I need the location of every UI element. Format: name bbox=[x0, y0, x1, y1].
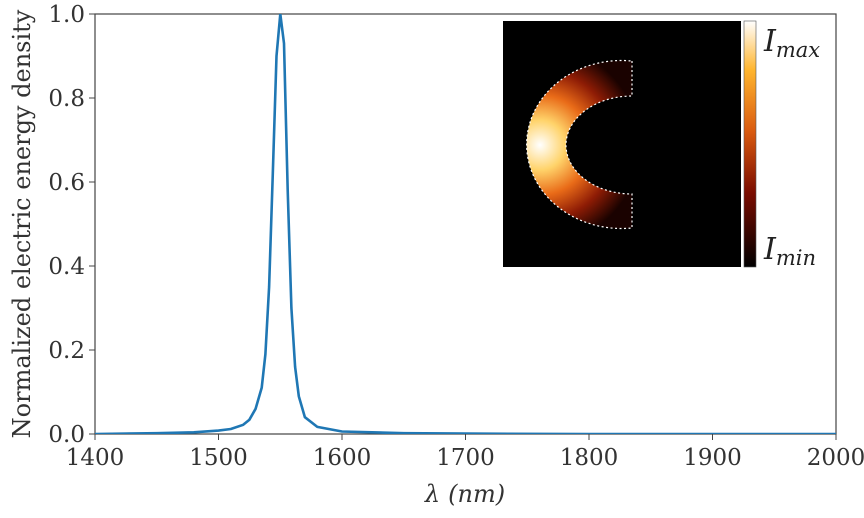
y-tick-label: 1.0 bbox=[48, 2, 85, 28]
x-axis-label: λ (nm) bbox=[424, 480, 505, 508]
x-tick-label: 1700 bbox=[436, 445, 495, 471]
inset-ring bbox=[526, 59, 633, 230]
x-tick-label: 2000 bbox=[807, 445, 864, 471]
y-tick-label: 0.8 bbox=[48, 86, 85, 112]
y-tick-label: 0.4 bbox=[48, 254, 85, 280]
x-tick-label: 1500 bbox=[189, 445, 248, 471]
x-axis-ticks: 1400 1500 1600 1700 1800 1900 2000 bbox=[66, 434, 864, 471]
x-tick-label: 1400 bbox=[66, 445, 125, 471]
y-tick-label: 0.6 bbox=[48, 170, 85, 196]
x-tick-label: 1800 bbox=[560, 445, 619, 471]
y-tick-label: 0.2 bbox=[48, 338, 85, 364]
y-axis-label: Normalized electric energy density bbox=[8, 9, 36, 438]
x-tick-label: 1600 bbox=[313, 445, 372, 471]
colorbar-max-label: Imax bbox=[763, 24, 820, 62]
colorbar: Imax Imin bbox=[743, 20, 820, 270]
x-tick-label: 1900 bbox=[683, 445, 742, 471]
colorbar-gradient bbox=[743, 20, 757, 268]
series-line bbox=[95, 14, 836, 434]
inset-field-map bbox=[503, 21, 741, 267]
colorbar-min-label: Imin bbox=[763, 232, 816, 270]
y-tick-label: 0.0 bbox=[48, 422, 85, 448]
y-axis-ticks: 0.0 0.2 0.4 0.6 0.8 1.0 bbox=[48, 2, 95, 448]
